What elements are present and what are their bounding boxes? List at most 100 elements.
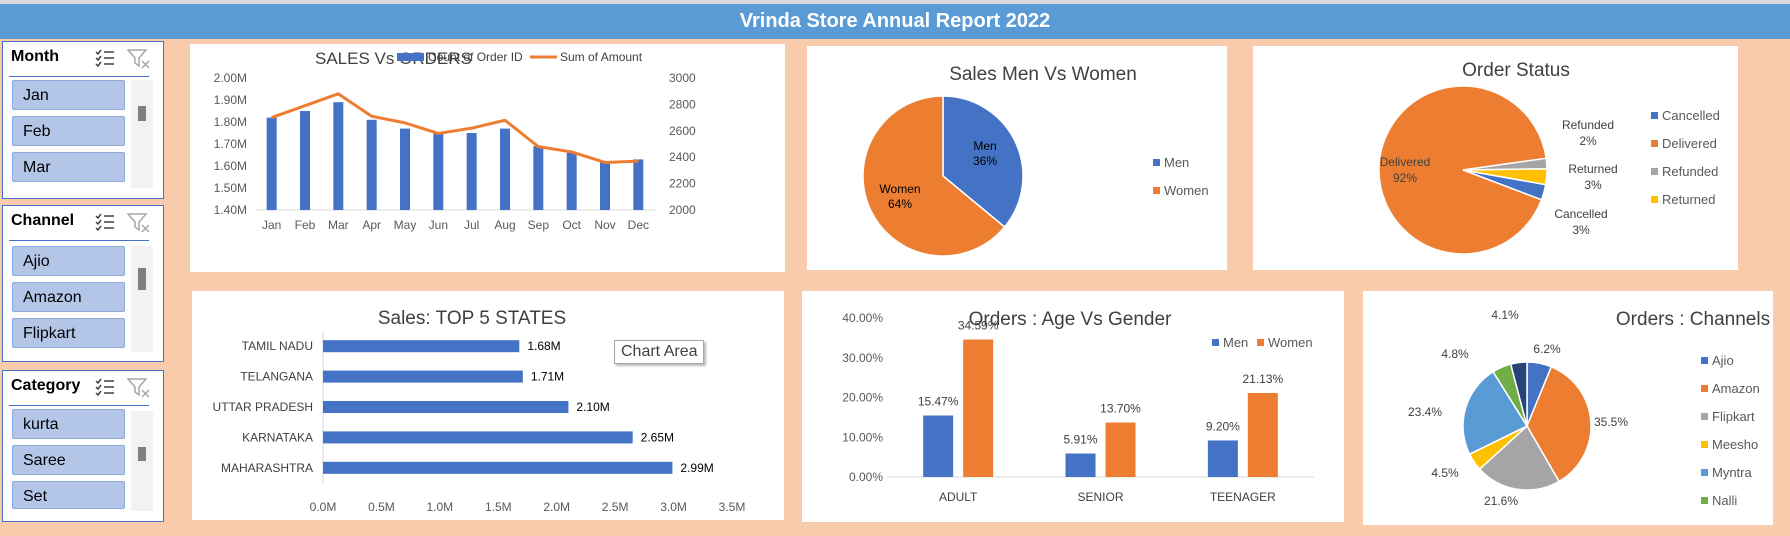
month-slicer[interactable]: Month Jan Feb Mar [2,41,164,199]
x-tick-teenager: TEENAGER [1210,490,1276,504]
bar-orders-nov [600,161,610,210]
x-tick-adult: ADULT [939,490,978,504]
category-slicer[interactable]: Category kurta Saree Set [2,370,164,522]
slice-label-refunded: Refunded [1562,118,1614,132]
bar-telangana [323,370,523,383]
legend-swatch-returned [1651,196,1658,203]
y-tick-tamil-nadu: TAMIL NADU [242,339,313,353]
y-tick: 20.00% [842,391,883,405]
scroll-thumb[interactable] [138,106,146,121]
multi-select-icon[interactable] [95,212,115,232]
chart-title: Orders : Channels [1616,309,1770,330]
slice-value-men: 36% [973,154,997,168]
slicer-item-kurta[interactable]: kurta [12,409,125,439]
x-tick-nov: Nov [594,218,615,232]
clear-filter-icon[interactable] [127,48,151,70]
slicer-item-feb[interactable]: Feb [12,116,125,146]
clear-filter-icon[interactable] [127,212,151,234]
bar-orders-jun [433,133,444,210]
bar-orders-may [400,128,410,210]
x-tick-jan: Jan [262,218,281,232]
top-states-chart: Sales: TOP 5 STATES TAMIL NADU 1.68M TELANG… [213,308,746,514]
bar-orders-aug [500,128,510,210]
chart-title: Sales Men Vs Women [949,64,1137,85]
bar-orders-jul [466,133,477,210]
legend-label-amount: Sum of Amount [560,50,643,64]
data-label-karnataka: 2.65M [641,430,674,444]
top-states-panel[interactable]: Sales: TOP 5 STATES TAMIL NADU 1.68M TELANG… [192,291,784,520]
data-label-other: 4.1% [1491,308,1519,322]
legend-label-myntra: Myntra [1712,465,1753,480]
men-women-panel[interactable]: Sales Men Vs Women Men 36% Women 64% Men Women [807,46,1227,270]
channels-panel[interactable]: Orders : Channels 6.2% 35.5% 21.6% 4.5% 23.4%… [1363,291,1773,525]
x-tick-aug: Aug [494,218,515,232]
slicer-scrollbar[interactable] [131,411,153,511]
slicer-item-flipkart[interactable]: Flipkart [12,318,125,348]
multi-select-icon[interactable] [95,48,115,68]
bar-men-teenager [1207,440,1238,477]
scroll-thumb[interactable] [138,447,146,461]
slicer-item-ajio[interactable]: Ajio [12,246,125,276]
legend-label-refunded: Refunded [1662,164,1718,179]
slicer-scrollbar[interactable] [131,80,153,188]
slice-label-cancelled: Cancelled [1554,207,1607,221]
data-label-flipkart: 21.6% [1484,494,1518,508]
legend-swatch-refunded [1651,168,1658,175]
data-label-maharashtra: 2.99M [680,461,713,475]
y-tick: 10.00% [842,430,883,444]
x-tick: 0.5M [368,500,395,514]
chart-title: Sales: TOP 5 STATES [378,308,566,329]
report-title: Vrinda Store Annual Report 2022 [0,4,1790,39]
legend-label-delivered: Delivered [1662,136,1717,151]
bar-orders-dec [633,159,644,210]
bar-orders-feb [300,111,310,210]
pie-slice-women [862,95,1006,257]
legend-label-cancelled: Cancelled [1662,108,1720,123]
data-label-uttar-pradesh: 2.10M [576,400,609,414]
legend-label-flipkart: Flipkart [1712,409,1755,424]
chart-area-tooltip: Chart Area [614,340,705,364]
x-tick: 3.5M [719,500,746,514]
clear-filter-icon[interactable] [127,377,151,399]
slicer-divider [9,405,149,406]
slicer-header: Month [11,48,59,65]
legend-swatch-myntra [1701,469,1708,476]
chart-title: Order Status [1462,60,1570,81]
y-tick-right: 2200 [669,177,696,191]
slicer-item-saree[interactable]: Saree [12,445,125,475]
scroll-thumb[interactable] [138,268,146,290]
legend-swatch-orders [397,53,424,61]
x-tick: 2.5M [602,500,629,514]
legend-label-returned: Returned [1662,192,1715,207]
slice-value-refunded: 2% [1579,134,1597,148]
age-gender-chart: Orders : Age Vs Gender 0.00% 10.00% 20.00% 3… [842,309,1314,504]
sales-orders-panel[interactable]: SALES Vs ORDERS Count of Order ID Sum of A… [190,44,785,272]
legend-swatch-men [1212,339,1219,346]
bar-orders-jan [266,117,277,210]
slicer-item-amazon[interactable]: Amazon [12,282,125,312]
bar-uttar-pradesh [323,401,569,413]
slicer-item-mar[interactable]: Mar [12,152,125,182]
order-status-panel[interactable]: Order Status Delivered 92% Refunded 2% Return… [1253,46,1738,270]
slicer-item-set[interactable]: Set [12,481,125,509]
pie-slice-returned [1462,168,1548,186]
line-amount [271,92,639,164]
legend-swatch-cancelled [1651,112,1658,119]
x-tick: 1.5M [485,500,512,514]
slicer-scrollbar[interactable] [131,246,153,352]
legend-swatch-women [1153,187,1160,194]
x-tick-apr: Apr [362,218,381,232]
pie-slice-myntra [1462,370,1529,456]
legend-swatch-women [1257,339,1264,346]
multi-select-icon[interactable] [95,377,115,397]
x-tick-feb: Feb [295,218,316,232]
channel-slicer[interactable]: Channel Ajio Amazon Flipkart [2,205,164,362]
slicer-item-jan[interactable]: Jan [12,80,125,110]
order-status-chart: Order Status Delivered 92% Refunded 2% Return… [1378,60,1720,255]
legend-label-women: Women [1268,335,1313,350]
x-tick-oct: Oct [562,218,581,232]
x-tick: 0.0M [310,500,337,514]
age-gender-panel[interactable]: Orders : Age Vs Gender 0.00% 10.00% 20.00% 3… [802,291,1344,522]
slice-value-women: 64% [888,197,912,211]
x-tick: 3.0M [660,500,687,514]
